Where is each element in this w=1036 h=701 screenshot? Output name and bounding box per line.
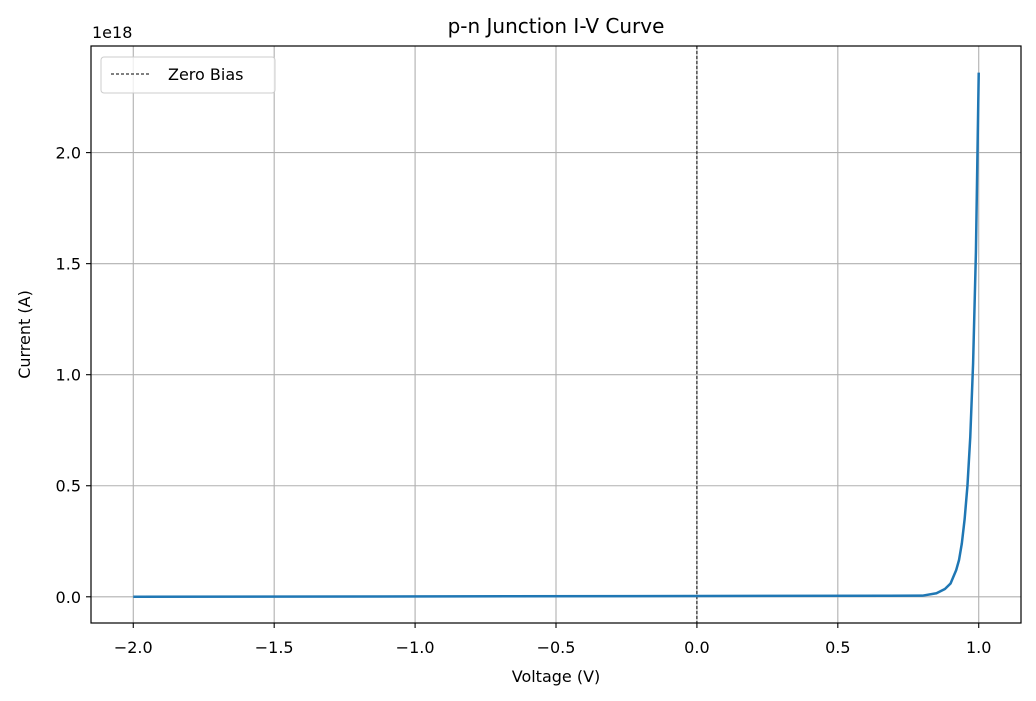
iv-curve-line	[133, 72, 980, 599]
ticks: −2.0 −1.5 −1.0 −0.5 0.0 0.5 1.0 0.0 0.5 1.0 1.5 2.0	[56, 144, 992, 657]
x-tick-label: −0.5	[537, 638, 576, 657]
legend-box	[100, 56, 276, 94]
x-tick-label: 0.5	[825, 638, 850, 657]
x-tick-label: 1.0	[966, 638, 991, 657]
y-tick-label: 0.0	[56, 588, 81, 607]
y-tick-label: 1.5	[56, 255, 81, 274]
legend-label-zero-bias: Zero Bias	[168, 65, 243, 84]
x-axis-label: Voltage (V)	[512, 667, 601, 686]
y-tick-label: 1.0	[56, 366, 81, 385]
legend: Zero Bias	[100, 56, 276, 94]
y-tick-label: 0.5	[56, 477, 81, 496]
y-tick-label: 2.0	[56, 144, 81, 163]
x-tick-label: 0.0	[684, 638, 709, 657]
chart-title: p-n Junction I-V Curve	[448, 14, 665, 38]
x-tick-label: −2.0	[114, 638, 153, 657]
y-axis-label: Current (A)	[15, 290, 34, 379]
x-tick-label: −1.0	[396, 638, 435, 657]
y-axis-scale-factor: 1e18	[92, 23, 132, 42]
plot-area	[133, 46, 980, 623]
x-tick-label: −1.5	[255, 638, 294, 657]
